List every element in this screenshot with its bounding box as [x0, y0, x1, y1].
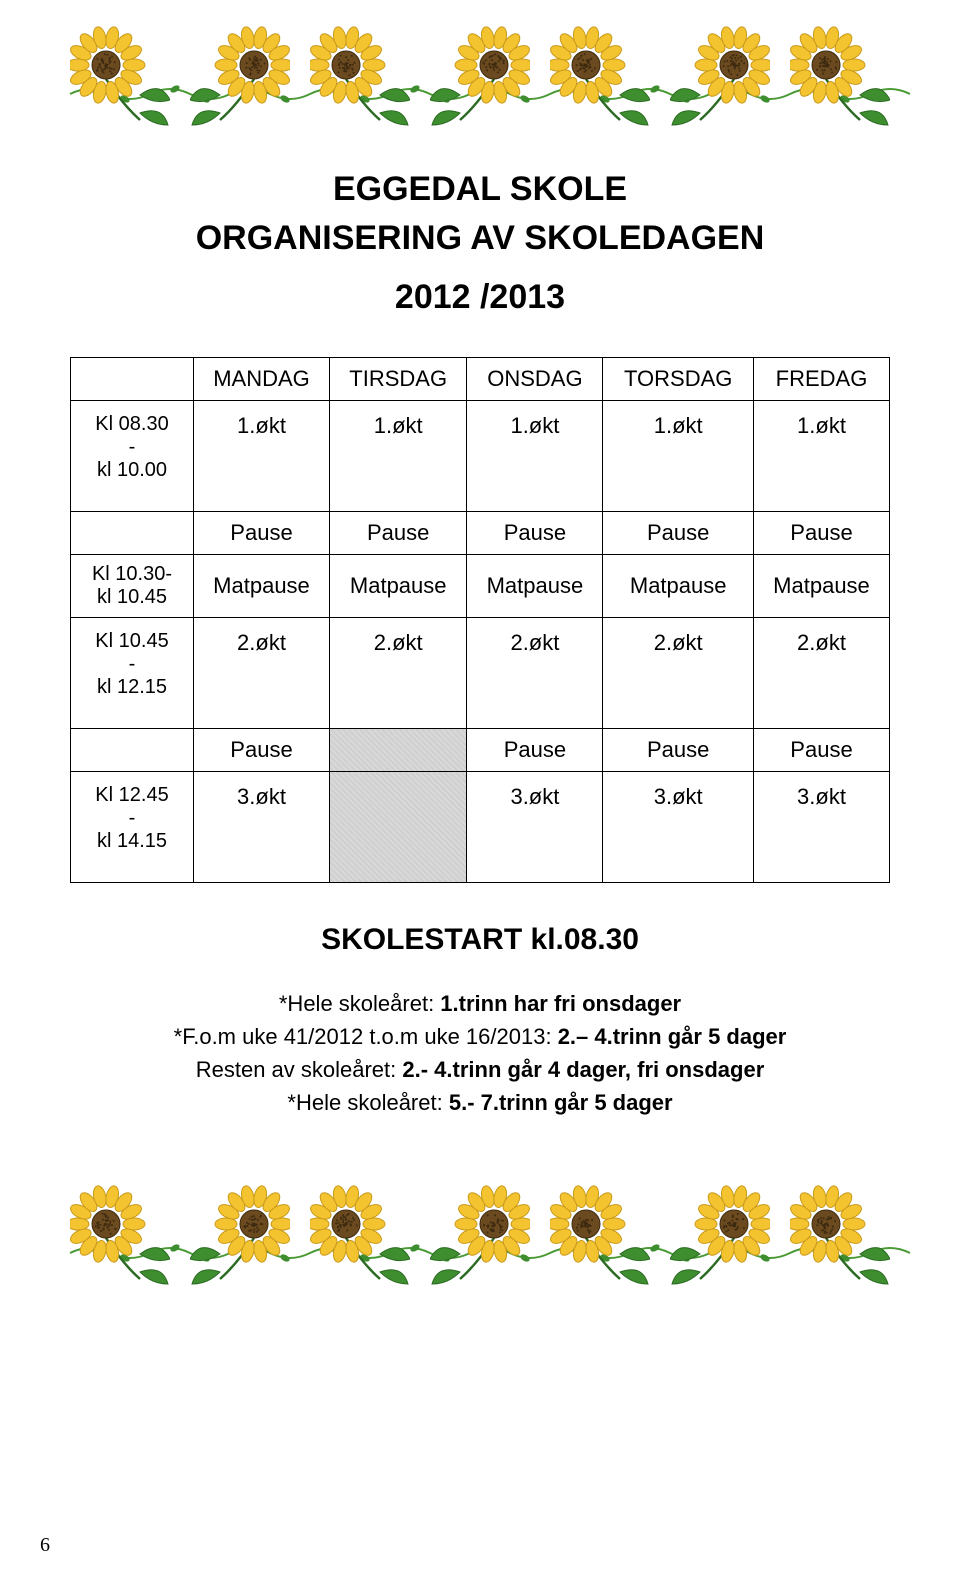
note-3-prefix: Resten av skoleåret: [196, 1057, 403, 1082]
schedule-cell: Pause [753, 729, 889, 772]
sunflower-icon [70, 1184, 170, 1294]
page-year: 2012 /2013 [70, 278, 890, 317]
schedule-cell: 3.økt [194, 772, 330, 883]
schedule-cell: Pause [603, 512, 754, 555]
schedule-cell: 3.økt [603, 772, 754, 883]
schedule-cell: 1.økt [194, 401, 330, 512]
time-cell: Kl 10.30- kl 10.45 [71, 555, 194, 618]
schedule-cell: 1.økt [753, 401, 889, 512]
schedule-cell: Matpause [194, 555, 330, 618]
schedule-row: Kl 10.45 - kl 12.152.økt2.økt2.økt2.økt2… [71, 618, 890, 729]
schedule-cell [329, 772, 466, 883]
schedule-cell: Matpause [753, 555, 889, 618]
time-header-blank [71, 358, 194, 401]
day-header: TORSDAG [603, 358, 754, 401]
note-4-bold: 5.- 7.trinn går 5 dager [449, 1090, 673, 1115]
schedule-cell: 3.økt [753, 772, 889, 883]
schedule-cell: 2.økt [194, 618, 330, 729]
schedule-cell: Pause [753, 512, 889, 555]
schedule-cell: 2.økt [467, 618, 603, 729]
day-header: TIRSDAG [329, 358, 466, 401]
sunflower-icon [190, 1184, 290, 1294]
sunflower-icon [790, 25, 890, 135]
schedule-body: Kl 08.30 - kl 10.001.økt1.økt1.økt1.økt1… [71, 401, 890, 883]
schedule-cell: 1.økt [603, 401, 754, 512]
schedule-cell: Matpause [467, 555, 603, 618]
schedule-row: PausePausePausePause [71, 729, 890, 772]
sunflower-icon [310, 25, 410, 135]
start-time: SKOLESTART kl.08.30 [70, 923, 890, 957]
day-header: ONSDAG [467, 358, 603, 401]
bottom-flower-border [70, 1179, 890, 1299]
sunflower-icon [70, 25, 170, 135]
sunflower-icon [790, 1184, 890, 1294]
schedule-cell: 2.økt [753, 618, 889, 729]
note-line-4: *Hele skoleåret: 5.- 7.trinn går 5 dager [80, 1086, 880, 1119]
note-1-bold: 1.trinn har fri onsdager [440, 991, 681, 1016]
schedule-head: MANDAGTIRSDAGONSDAGTORSDAGFREDAG [71, 358, 890, 401]
top-flower-border [70, 20, 890, 140]
day-header: FREDAG [753, 358, 889, 401]
schedule-cell: 1.økt [329, 401, 466, 512]
sunflower-icon [670, 25, 770, 135]
schedule-cell: 1.økt [467, 401, 603, 512]
schedule-row: Kl 08.30 - kl 10.001.økt1.økt1.økt1.økt1… [71, 401, 890, 512]
note-2-prefix: *F.o.m uke 41/2012 t.o.m uke 16/2013: [174, 1024, 558, 1049]
note-line-1: *Hele skoleåret: 1.trinn har fri onsdage… [80, 987, 880, 1020]
sunflower-icon [430, 1184, 530, 1294]
sunflower-icon [430, 25, 530, 135]
schedule-row: Kl 12.45 - kl 14.153.økt3.økt3.økt3.økt [71, 772, 890, 883]
schedule-cell: Matpause [603, 555, 754, 618]
note-line-2: *F.o.m uke 41/2012 t.o.m uke 16/2013: 2.… [80, 1020, 880, 1053]
page-number: 6 [40, 1534, 50, 1557]
schedule-row: Kl 10.30- kl 10.45MatpauseMatpauseMatpau… [71, 555, 890, 618]
sunflower-icon [670, 1184, 770, 1294]
time-cell: Kl 08.30 - kl 10.00 [71, 401, 194, 512]
page: EGGEDAL SKOLE ORGANISERING AV SKOLEDAGEN… [0, 0, 960, 1587]
time-cell: Kl 10.45 - kl 12.15 [71, 618, 194, 729]
schedule-cell: Pause [603, 729, 754, 772]
schedule-cell: Pause [329, 512, 466, 555]
note-3-bold: 2.- 4.trinn går 4 dager, fri onsdager [402, 1057, 764, 1082]
note-1-prefix: *Hele skoleåret: [279, 991, 440, 1016]
schedule-cell: Pause [467, 512, 603, 555]
note-line-3: Resten av skoleåret: 2.- 4.trinn går 4 d… [80, 1053, 880, 1086]
schedule-cell [329, 729, 466, 772]
schedule-cell: 2.økt [329, 618, 466, 729]
time-cell: Kl 12.45 - kl 14.15 [71, 772, 194, 883]
schedule-table: MANDAGTIRSDAGONSDAGTORSDAGFREDAG Kl 08.3… [70, 357, 890, 883]
sunflower-icon [190, 25, 290, 135]
time-cell [71, 512, 194, 555]
sunflower-icon [550, 25, 650, 135]
sunflower-icon [310, 1184, 410, 1294]
schedule-cell: Pause [467, 729, 603, 772]
schedule-row: PausePausePausePausePause [71, 512, 890, 555]
sunflower-icon [550, 1184, 650, 1294]
schedule-cell: Pause [194, 729, 330, 772]
note-2-bold: 2.– 4.trinn går 5 dager [558, 1024, 787, 1049]
schedule-cell: 3.økt [467, 772, 603, 883]
time-cell [71, 729, 194, 772]
page-subtitle: ORGANISERING AV SKOLEDAGEN [70, 219, 890, 258]
note-4-prefix: *Hele skoleåret: [287, 1090, 448, 1115]
notes-block: *Hele skoleåret: 1.trinn har fri onsdage… [80, 987, 880, 1119]
page-title: EGGEDAL SKOLE [70, 170, 890, 209]
day-header: MANDAG [194, 358, 330, 401]
schedule-cell: Pause [194, 512, 330, 555]
schedule-cell: 2.økt [603, 618, 754, 729]
schedule-cell: Matpause [329, 555, 466, 618]
